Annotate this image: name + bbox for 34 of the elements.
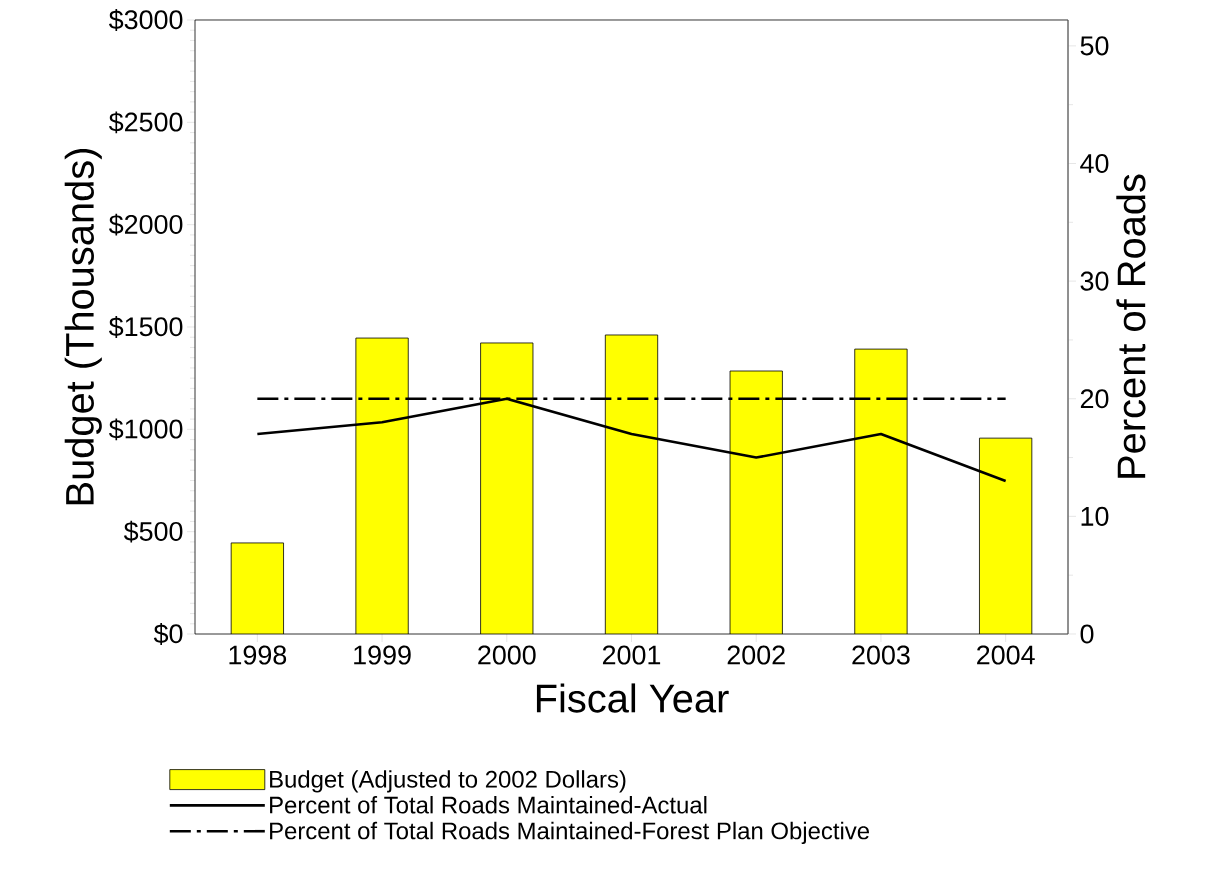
y-tick-label: $2500 — [108, 111, 183, 134]
y2-tick-label: 20 — [1080, 389, 1109, 409]
y-tick-label: $3000 — [108, 9, 183, 31]
bar — [355, 337, 409, 634]
y-tick-label: $2000 — [108, 213, 183, 236]
y-tick-label: $500 — [123, 520, 183, 543]
x-axis-title: Fiscal Year — [536, 683, 729, 713]
y-tick-label: $1000 — [108, 418, 183, 441]
y-tick-label: $0 — [153, 623, 183, 645]
x-tick-label: 2002 — [727, 645, 785, 665]
y2-axis-title: Percent of Roads — [1116, 174, 1146, 478]
legend-label: Percent of Total Roads Maintained-Actual — [270, 796, 707, 814]
line-series — [256, 397, 1007, 483]
y-axis-title: Budget (Thousands) — [64, 149, 102, 505]
bar — [729, 370, 783, 634]
x-tick-label: 1998 — [229, 645, 287, 665]
legend-label: Budget (Adjusted to 2002 Dollars) — [270, 770, 626, 793]
x-tick-label: 1999 — [354, 645, 411, 665]
y2-tick-label: 50 — [1080, 36, 1109, 56]
y2-tick-label: 40 — [1080, 153, 1109, 174]
x-tick-label: 2004 — [977, 645, 1035, 665]
bar — [854, 348, 908, 634]
y-tick-label: $1500 — [108, 316, 183, 338]
bar — [230, 542, 284, 634]
x-tick-label: 2001 — [602, 645, 661, 665]
y2-tick-label: 30 — [1080, 271, 1109, 291]
x-tick-label: 2000 — [478, 645, 536, 665]
y2-tick-label: 0 — [1080, 624, 1094, 644]
bar — [480, 342, 534, 634]
y2-tick-label: 10 — [1081, 506, 1109, 526]
x-tick-label: 2003 — [852, 645, 910, 665]
bar — [979, 437, 1033, 634]
legend-label: Percent of Total Roads Maintained-Forest Plan Objective — [270, 821, 870, 845]
bar — [604, 334, 659, 634]
